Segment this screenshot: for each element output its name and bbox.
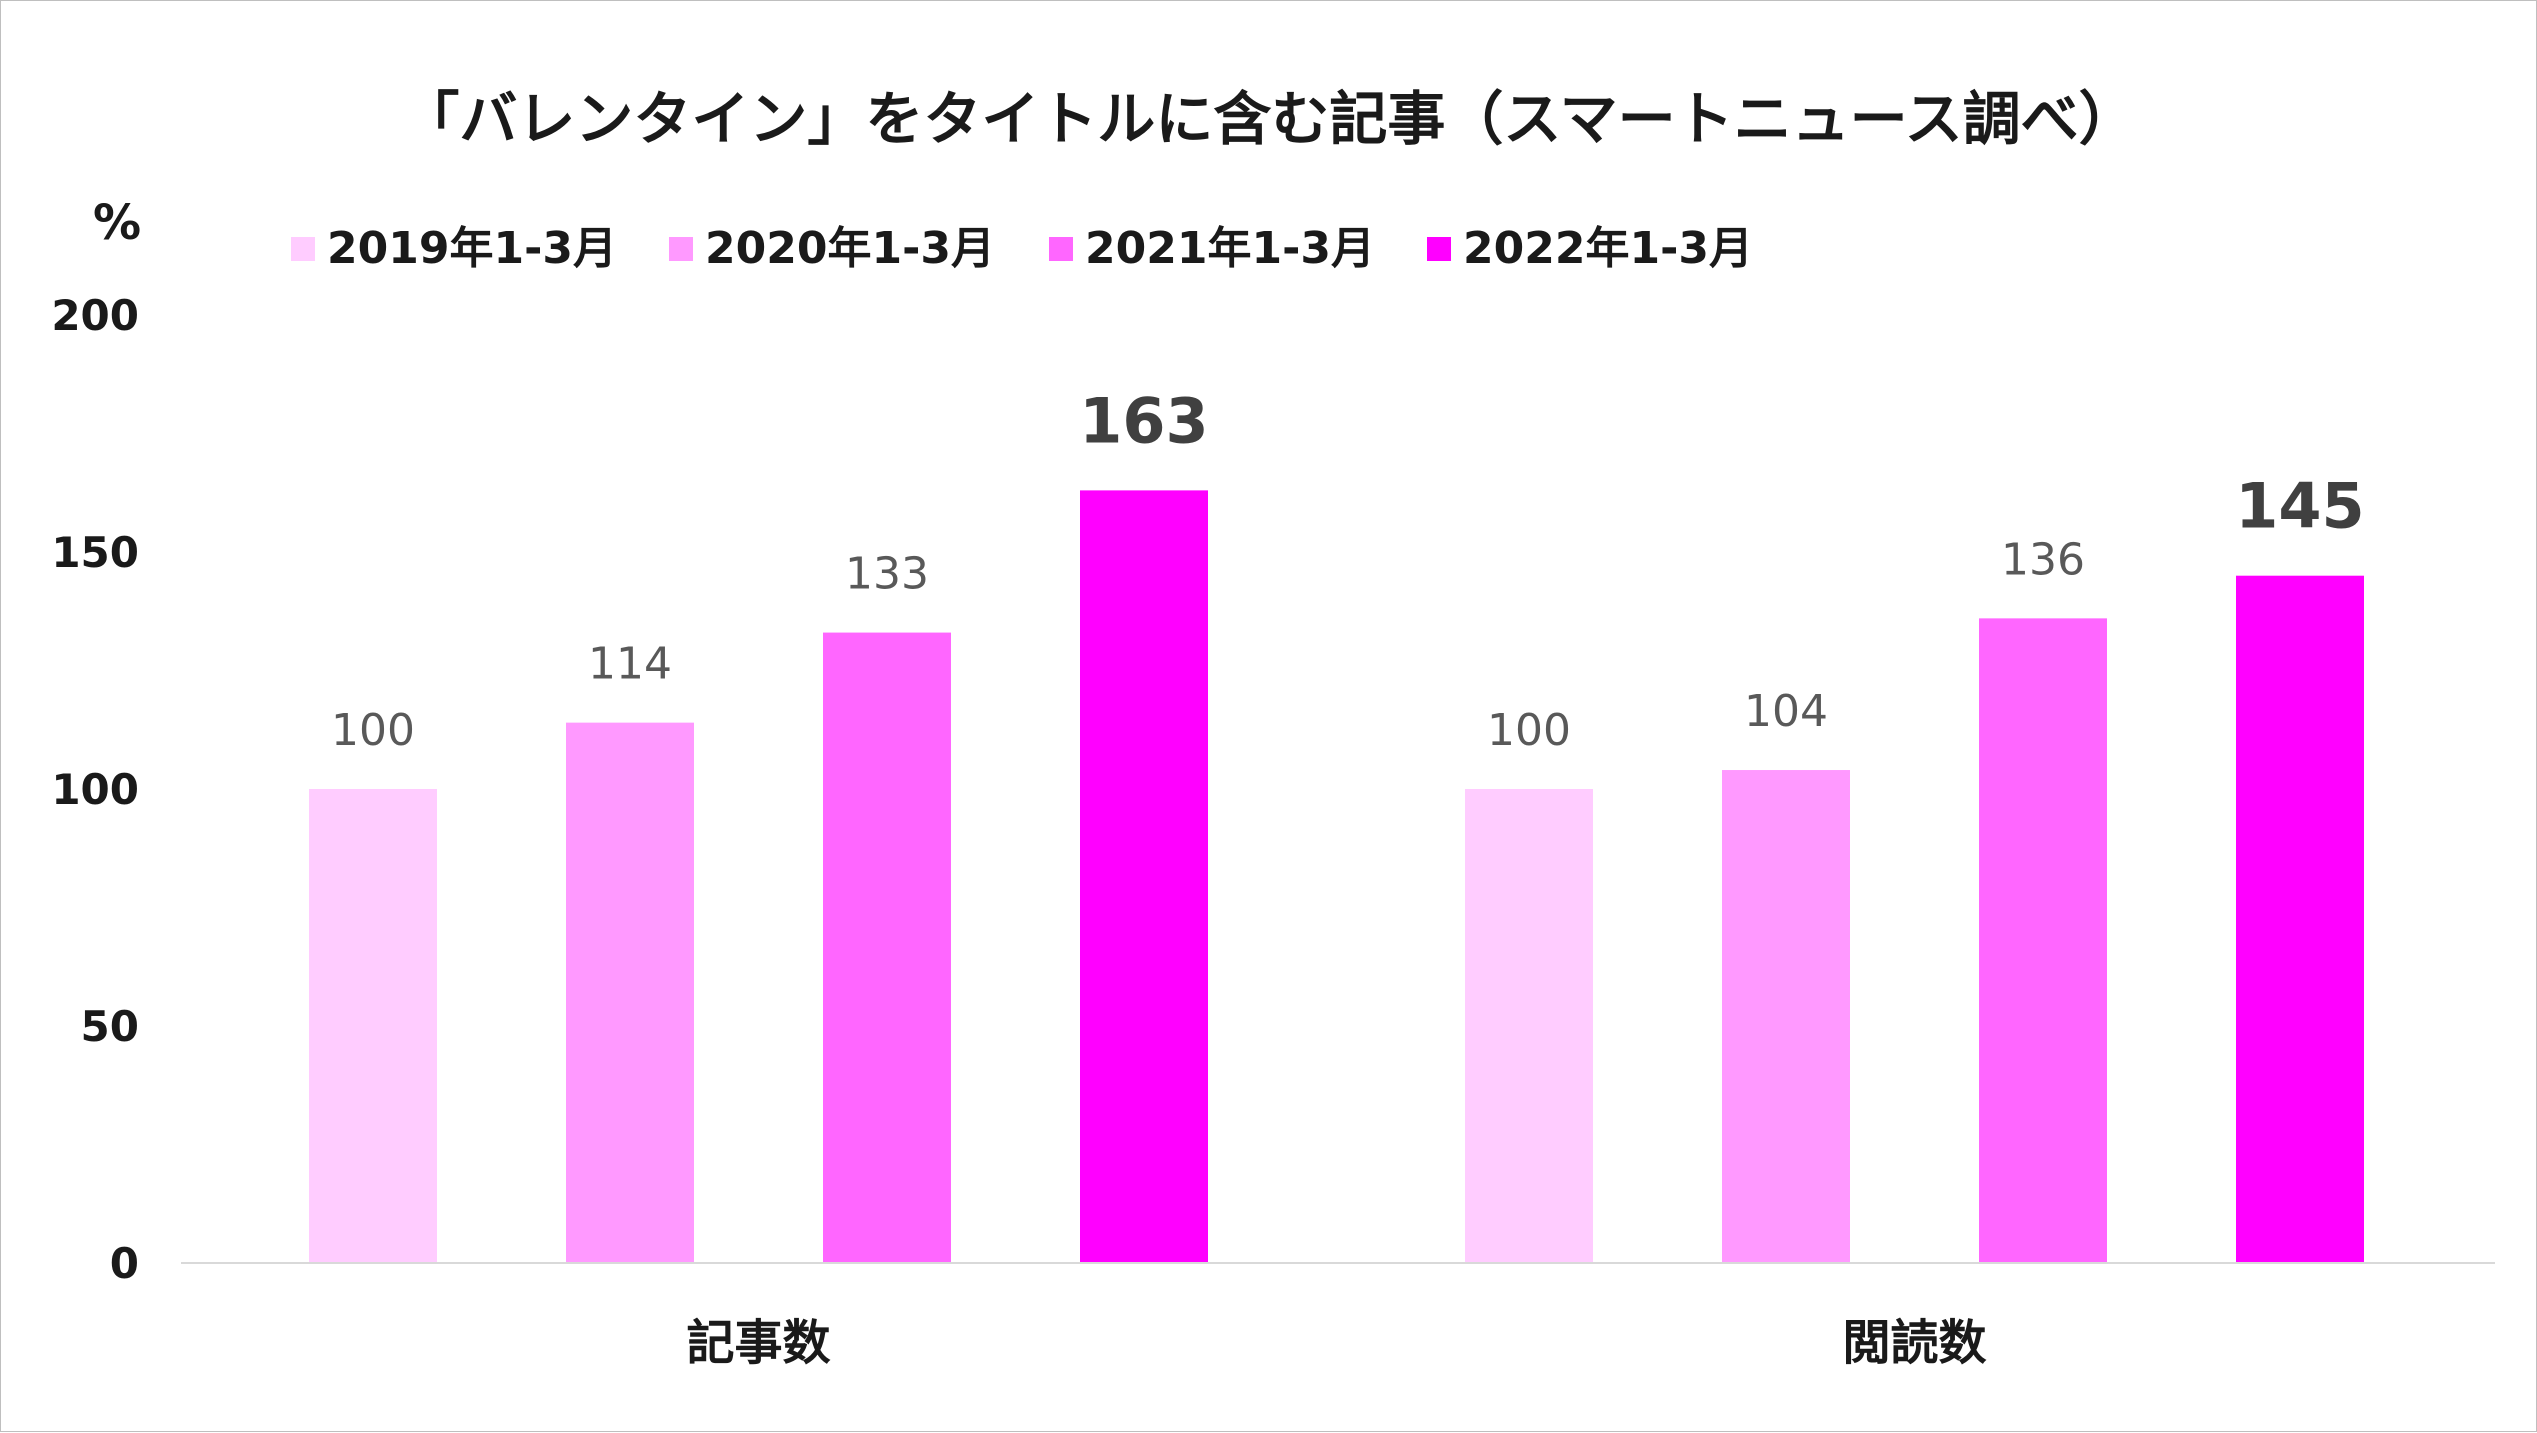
legend-entry-label: 2021年1-3月 (1085, 223, 1375, 274)
bar (566, 722, 694, 1263)
chart-title: 「バレンタイン」をタイトルに含む記事（スマートニュース調べ） (401, 85, 2136, 153)
bar-data-label: 163 (1079, 384, 1208, 457)
bar (1465, 789, 1593, 1263)
y-axis-ticks: 0 50 100 150 200 (51, 291, 139, 1288)
bar (1722, 770, 1850, 1263)
y-tick-label: 200 (51, 291, 139, 340)
legend-entry-label: 2020年1-3月 (705, 223, 995, 274)
y-tick-label: 100 (51, 765, 139, 814)
legend-swatch (291, 237, 315, 261)
legend-swatch (669, 237, 693, 261)
y-tick-label: 0 (110, 1239, 139, 1288)
x-category-label: 閲読数 (1842, 1315, 1986, 1371)
bar (309, 789, 437, 1263)
bar (823, 632, 951, 1263)
bar-data-label: 145 (2235, 470, 2364, 543)
legend-entry-label: 2022年1-3月 (1463, 223, 1753, 274)
bar-data-label: 100 (331, 705, 415, 756)
bar-data-label: 114 (588, 639, 672, 690)
bar (1080, 490, 1208, 1263)
legend-swatch (1049, 237, 1073, 261)
y-tick-label: 50 (81, 1002, 139, 1051)
bar-data-label: 100 (1487, 705, 1571, 756)
y-axis-unit-label: % (93, 195, 141, 251)
bar-data-label: 133 (845, 549, 929, 600)
bar (1979, 618, 2107, 1263)
legend: 2019年1-3月 2020年1-3月 2021年1-3月 2022年1-3月 (291, 223, 1753, 274)
x-category-label: 記事数 (686, 1315, 830, 1371)
x-axis-categories: 記事数 閲読数 (686, 1315, 1986, 1371)
legend-swatch (1427, 237, 1451, 261)
bar (2236, 575, 2364, 1263)
bar-data-label: 104 (1744, 686, 1828, 737)
bar-data-label: 136 (2001, 534, 2085, 585)
bar-series: 100 114 133 163 100 104 136 145 (309, 384, 2365, 1263)
legend-entry-label: 2019年1-3月 (327, 223, 617, 274)
y-tick-label: 150 (51, 528, 139, 577)
